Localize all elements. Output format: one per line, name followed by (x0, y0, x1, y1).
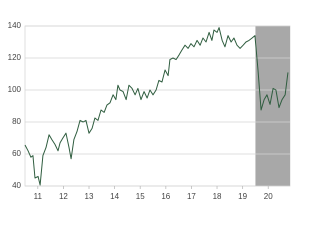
x-tick-label: 19 (238, 192, 247, 201)
x-tick-label: 16 (161, 192, 170, 201)
x-tick-label: 18 (213, 192, 222, 201)
y-tick-label: 120 (8, 53, 22, 62)
y-tick-label: 100 (8, 85, 22, 94)
x-tick-label: 20 (264, 192, 273, 201)
x-tick-label: 13 (85, 192, 94, 201)
x-tick-label: 17 (187, 192, 196, 201)
y-tick-label: 140 (8, 21, 22, 30)
y-tick-label: 40 (12, 181, 21, 190)
y-tick-label: 60 (12, 149, 21, 158)
chart: 40 60 80 100 120 140 11 12 13 14 15 16 17 18 19 20 (8, 21, 291, 201)
line (24, 27, 289, 186)
x-tick-label: 11 (34, 192, 43, 201)
y-tick-label: 80 (12, 117, 21, 126)
x-tick-label: 15 (136, 192, 145, 201)
plot-frame (24, 25, 291, 187)
x-tick-label: 12 (59, 192, 68, 201)
x-tick-label: 14 (110, 192, 119, 201)
